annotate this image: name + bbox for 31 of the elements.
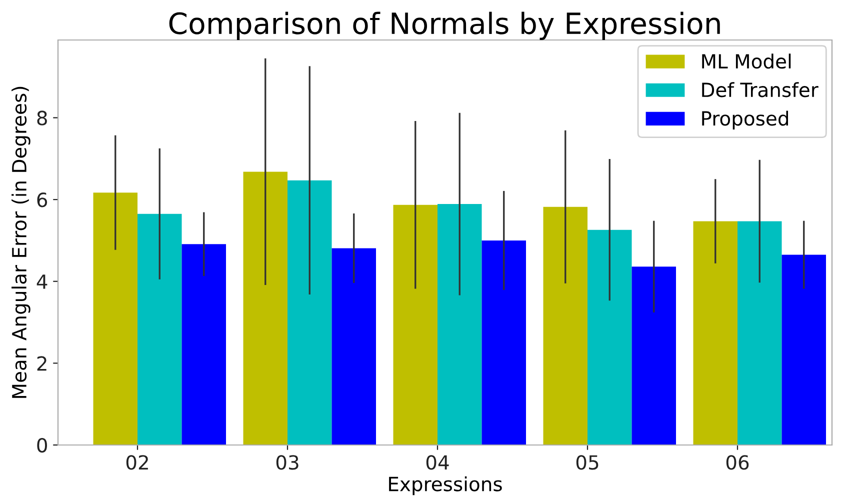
- y-tick-label: 6: [37, 192, 48, 208]
- legend-label: ML Model: [702, 54, 791, 69]
- legend-label: Proposed: [702, 110, 788, 130]
- bar: [438, 204, 482, 445]
- chart-title: Comparison of Normals by Expression: [169, 12, 720, 40]
- bar: [782, 254, 826, 445]
- bar: [632, 266, 676, 445]
- bar: [332, 248, 376, 445]
- bar: [393, 204, 438, 445]
- bar: [738, 221, 782, 445]
- x-tick-label: 02: [126, 455, 148, 470]
- bar: [482, 240, 526, 445]
- x-axis-title: Expressions: [389, 476, 502, 496]
- x-tick-label: 04: [426, 455, 449, 470]
- y-tick-label: 4: [36, 274, 48, 289]
- x-tick-label: 05: [576, 455, 598, 470]
- bar: [182, 244, 226, 445]
- bar: [288, 180, 332, 445]
- x-tick-label: 03: [276, 455, 298, 470]
- bar: [693, 221, 738, 445]
- bar: [243, 172, 288, 445]
- bar: [138, 214, 182, 445]
- y-tick-label: 8: [37, 110, 47, 126]
- bar: [543, 206, 588, 445]
- legend-label: Def Transfer: [702, 82, 818, 98]
- bar: [93, 192, 138, 445]
- x-tick-label: 06: [726, 455, 749, 470]
- y-axis-title: Mean Angular Error (in Degrees): [12, 86, 30, 398]
- y-tick-label: 0: [37, 438, 47, 453]
- bar: [588, 230, 632, 445]
- y-tick-label: 2: [37, 356, 46, 371]
